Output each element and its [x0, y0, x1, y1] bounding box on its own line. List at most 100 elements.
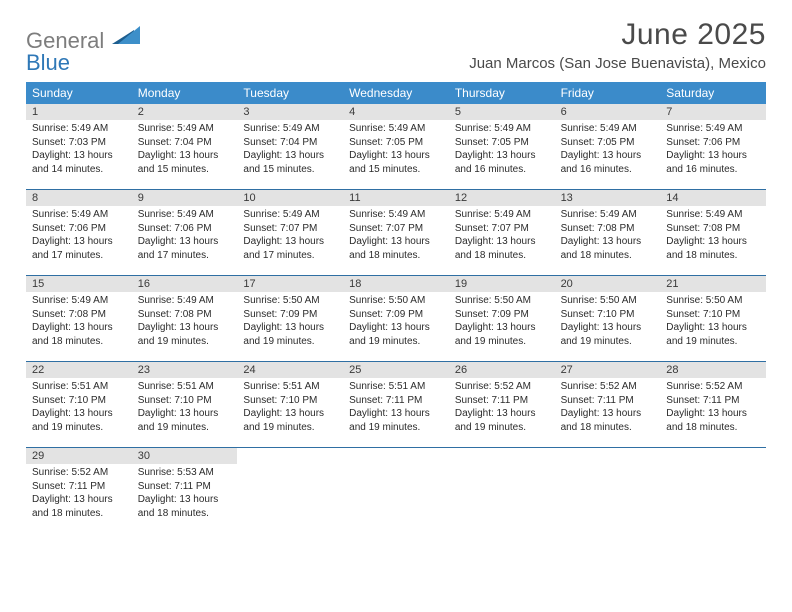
day-cell: 14 Sunrise: 5:49 AMSunset: 7:08 PMDayligh… — [660, 190, 766, 276]
daylight-line: Daylight: 13 hours and 18 minutes. — [666, 235, 760, 262]
daylight-line: Daylight: 13 hours and 14 minutes. — [32, 149, 126, 176]
sunset-line: Sunset: 7:07 PM — [243, 222, 337, 236]
day-cell: 12Sunrise: 5:49 AMSunset: 7:07 PMDayligh… — [449, 190, 555, 276]
day-number: 8 — [32, 192, 126, 204]
day-cell: 1Sunrise: 5:49 AMSunset: 7:03 PMDaylight… — [26, 104, 132, 190]
day-number-bar: 28 — [660, 362, 766, 378]
daylight-line: Daylight: 13 hours and 15 minutes. — [349, 149, 443, 176]
day-number: 6 — [561, 106, 655, 118]
day-cell: 29Sunrise: 5:52 AMSunset: 7:11 PMDayligh… — [26, 448, 132, 534]
day-details: Sunrise: 5:49 AMSunset: 7:06 PMDaylight:… — [660, 120, 766, 176]
sunset-line: Sunset: 7:07 PM — [349, 222, 443, 236]
day-details: Sunrise: 5:49 AMSunset: 7:07 PMDaylight:… — [449, 206, 555, 262]
day-details: Sunrise: 5:50 AMSunset: 7:09 PMDaylight:… — [237, 292, 343, 348]
day-number-bar: 2 — [132, 104, 238, 120]
day-number: 23 — [138, 364, 232, 376]
sunrise-line: Sunrise: 5:49 AM — [32, 122, 126, 136]
day-number: 19 — [455, 278, 549, 290]
day-details: Sunrise: 5:49 AMSunset: 7:08 PMDaylight:… — [660, 206, 766, 262]
day-details: Sunrise: 5:52 AMSunset: 7:11 PMDaylight:… — [555, 378, 661, 434]
weekday-tuesday: Tuesday — [237, 82, 343, 104]
day-details: Sunrise: 5:49 AMSunset: 7:08 PMDaylight:… — [26, 292, 132, 348]
day-details: Sunrise: 5:52 AMSunset: 7:11 PMDaylight:… — [449, 378, 555, 434]
day-cell: 20Sunrise: 5:50 AMSunset: 7:10 PMDayligh… — [555, 276, 661, 362]
day-number-bar: 4 — [343, 104, 449, 120]
day-cell: 11 Sunrise: 5:49 AMSunset: 7:07 PMDayligh… — [343, 190, 449, 276]
daylight-line: Daylight: 13 hours and 15 minutes. — [138, 149, 232, 176]
brand-logo: General Blue — [26, 18, 142, 74]
day-cell: 7Sunrise: 5:49 AMSunset: 7:06 PMDaylight… — [660, 104, 766, 190]
sunrise-line: Sunrise: 5:49 AM — [561, 122, 655, 136]
sunset-line: Sunset: 7:10 PM — [32, 394, 126, 408]
day-number: 21 — [666, 278, 760, 290]
header: General Blue June 2025 Juan Marcos (San … — [26, 18, 766, 74]
day-cell: 30Sunrise: 5:53 AMSunset: 7:11 PMDayligh… — [132, 448, 238, 534]
day-number: 14 — [666, 192, 760, 204]
day-number-bar: 19 — [449, 276, 555, 292]
sunset-line: Sunset: 7:09 PM — [243, 308, 337, 322]
sunrise-line: Sunrise: 5:50 AM — [349, 294, 443, 308]
daylight-line: Daylight: 13 hours and 15 minutes. — [243, 149, 337, 176]
sunrise-line: Sunrise: 5:49 AM — [666, 122, 760, 136]
day-cell: 15Sunrise: 5:49 AMSunset: 7:08 PMDayligh… — [26, 276, 132, 362]
daylight-line: Daylight: 13 hours and 18 minutes. — [561, 407, 655, 434]
sunrise-line: Sunrise: 5:49 AM — [138, 208, 232, 222]
title-block: June 2025 Juan Marcos (San Jose Buenavis… — [469, 18, 766, 72]
daylight-line: Daylight: 13 hours and 19 minutes. — [666, 321, 760, 348]
daylight-line: Daylight: 13 hours and 19 minutes. — [138, 407, 232, 434]
sunrise-line: Sunrise: 5:49 AM — [455, 208, 549, 222]
day-number-bar: 16 — [132, 276, 238, 292]
daylight-line: Daylight: 13 hours and 19 minutes. — [455, 321, 549, 348]
day-cell: 24Sunrise: 5:51 AMSunset: 7:10 PMDayligh… — [237, 362, 343, 448]
day-details: Sunrise: 5:49 AMSunset: 7:05 PMDaylight:… — [449, 120, 555, 176]
day-cell — [343, 448, 449, 534]
day-cell — [555, 448, 661, 534]
weekday-header: SundayMondayTuesdayWednesdayThursdayFrid… — [26, 82, 766, 104]
day-details: Sunrise: 5:49 AMSunset: 7:07 PMDaylight:… — [343, 206, 449, 262]
day-number: 1 — [32, 106, 126, 118]
brand-name: General Blue — [26, 26, 142, 74]
sunset-line: Sunset: 7:10 PM — [138, 394, 232, 408]
weekday-friday: Friday — [555, 82, 661, 104]
day-cell: 25 Sunrise: 5:51 AMSunset: 7:11 PMDayligh… — [343, 362, 449, 448]
brand-part2: Blue — [26, 50, 70, 75]
day-number: 2 — [138, 106, 232, 118]
day-number-bar: 12 — [449, 190, 555, 206]
sunset-line: Sunset: 7:07 PM — [455, 222, 549, 236]
day-number: 25 — [349, 364, 443, 376]
sunset-line: Sunset: 7:11 PM — [32, 480, 126, 494]
sunrise-line: Sunrise: 5:49 AM — [32, 294, 126, 308]
day-number-bar: 26 — [449, 362, 555, 378]
day-cell: 26Sunrise: 5:52 AMSunset: 7:11 PMDayligh… — [449, 362, 555, 448]
sunrise-line: Sunrise: 5:53 AM — [138, 466, 232, 480]
sunset-line: Sunset: 7:11 PM — [349, 394, 443, 408]
day-details: Sunrise: 5:50 AMSunset: 7:09 PMDaylight:… — [343, 292, 449, 348]
sunrise-line: Sunrise: 5:49 AM — [666, 208, 760, 222]
daylight-line: Daylight: 13 hours and 18 minutes. — [561, 235, 655, 262]
day-details: Sunrise: 5:50 AMSunset: 7:10 PMDaylight:… — [555, 292, 661, 348]
day-number-bar: 8 — [26, 190, 132, 206]
sunset-line: Sunset: 7:11 PM — [666, 394, 760, 408]
sunrise-line: Sunrise: 5:50 AM — [561, 294, 655, 308]
day-cell: 9Sunrise: 5:49 AMSunset: 7:06 PMDaylight… — [132, 190, 238, 276]
day-details: Sunrise: 5:52 AMSunset: 7:11 PMDaylight:… — [26, 464, 132, 520]
daylight-line: Daylight: 13 hours and 19 minutes. — [138, 321, 232, 348]
day-cell: 23 Sunrise: 5:51 AMSunset: 7:10 PMDayligh… — [132, 362, 238, 448]
day-number: 10 — [243, 192, 337, 204]
daylight-line: Daylight: 13 hours and 17 minutes. — [138, 235, 232, 262]
sunrise-line: Sunrise: 5:51 AM — [138, 380, 232, 394]
day-cell — [237, 448, 343, 534]
sunrise-line: Sunrise: 5:49 AM — [138, 294, 232, 308]
day-number: 11 — [349, 192, 443, 204]
day-details: Sunrise: 5:49 AMSunset: 7:05 PMDaylight:… — [555, 120, 661, 176]
day-details: Sunrise: 5:53 AMSunset: 7:11 PMDaylight:… — [132, 464, 238, 520]
day-details: Sunrise: 5:51 AMSunset: 7:10 PMDaylight:… — [132, 378, 238, 434]
day-number-bar: 27 — [555, 362, 661, 378]
day-cell: 22Sunrise: 5:51 AMSunset: 7:10 PMDayligh… — [26, 362, 132, 448]
sunrise-line: Sunrise: 5:51 AM — [32, 380, 126, 394]
sunrise-line: Sunrise: 5:50 AM — [243, 294, 337, 308]
week-row: 22Sunrise: 5:51 AMSunset: 7:10 PMDayligh… — [26, 362, 766, 448]
day-details: Sunrise: 5:51 AMSunset: 7:11 PMDaylight:… — [343, 378, 449, 434]
sunrise-line: Sunrise: 5:49 AM — [243, 122, 337, 136]
day-number-bar: 6 — [555, 104, 661, 120]
